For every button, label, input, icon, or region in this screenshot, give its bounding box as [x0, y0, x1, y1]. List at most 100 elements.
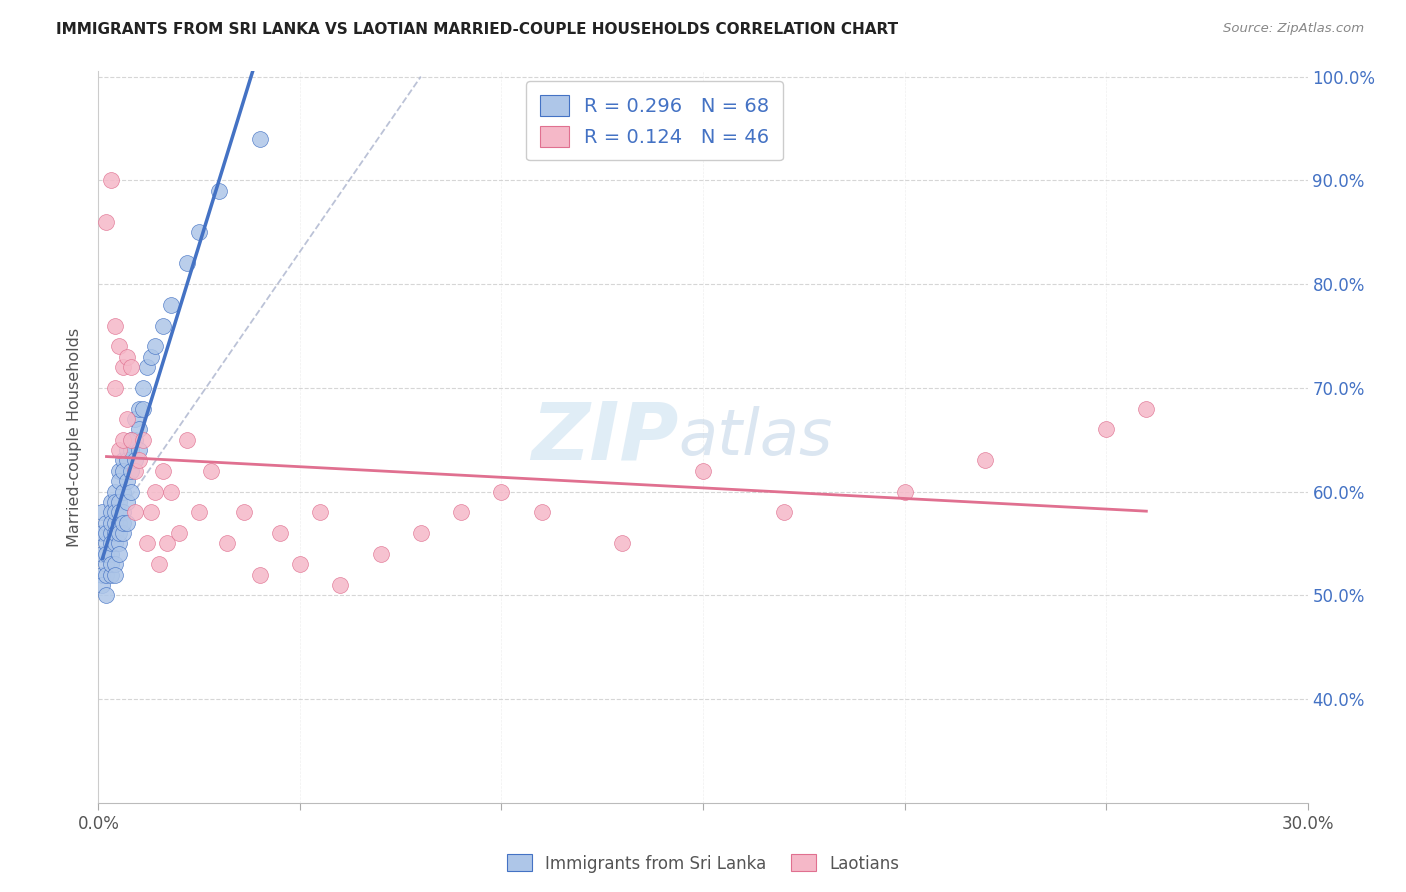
Point	[115, 516, 138, 530]
Point	[107, 339, 129, 353]
Point	[107, 464, 129, 478]
Point	[269, 526, 291, 541]
Point	[143, 484, 166, 499]
Point	[107, 536, 129, 550]
Point	[103, 381, 125, 395]
Point	[232, 505, 254, 519]
Point	[692, 464, 714, 478]
Point	[1095, 422, 1118, 436]
Point	[135, 536, 157, 550]
Point	[491, 484, 513, 499]
Point	[115, 474, 138, 488]
Text: ZIP: ZIP	[531, 398, 679, 476]
Point	[100, 505, 122, 519]
Point	[124, 453, 146, 467]
Point	[309, 505, 332, 519]
Point	[249, 567, 271, 582]
Point	[139, 350, 162, 364]
Point	[409, 526, 432, 541]
Point	[91, 526, 114, 541]
Point	[120, 464, 142, 478]
Point	[107, 495, 129, 509]
Point	[156, 536, 179, 550]
Point	[143, 339, 166, 353]
Point	[111, 526, 134, 541]
Point	[124, 505, 146, 519]
Point	[103, 526, 125, 541]
Point	[96, 516, 118, 530]
Point	[96, 526, 118, 541]
Point	[120, 443, 142, 458]
Point	[128, 453, 150, 467]
Point	[91, 547, 114, 561]
Point	[103, 516, 125, 530]
Point	[103, 318, 125, 333]
Point	[91, 505, 114, 519]
Point	[115, 350, 138, 364]
Point	[450, 505, 472, 519]
Y-axis label: Married-couple Households: Married-couple Households	[67, 327, 83, 547]
Point	[91, 567, 114, 582]
Point	[107, 526, 129, 541]
Point	[124, 412, 146, 426]
Point	[107, 443, 129, 458]
Point	[120, 433, 142, 447]
Point	[124, 464, 146, 478]
Point	[115, 443, 138, 458]
Point	[217, 536, 239, 550]
Point	[96, 588, 118, 602]
Point	[176, 256, 198, 270]
Point	[120, 433, 142, 447]
Point	[111, 359, 134, 374]
Point	[370, 547, 392, 561]
Point	[100, 495, 122, 509]
Point	[111, 516, 134, 530]
Point	[329, 578, 352, 592]
Point	[152, 464, 174, 478]
Point	[103, 567, 125, 582]
Point	[103, 536, 125, 550]
Legend: R = 0.296   N = 68, R = 0.124   N = 46: R = 0.296 N = 68, R = 0.124 N = 46	[526, 81, 783, 161]
Point	[167, 526, 190, 541]
Point	[893, 484, 915, 499]
Point	[160, 298, 183, 312]
Point	[100, 547, 122, 561]
Point	[148, 557, 170, 571]
Point	[100, 526, 122, 541]
Point	[111, 453, 134, 467]
Point	[96, 215, 118, 229]
Point	[111, 433, 134, 447]
Point	[96, 536, 118, 550]
Point	[91, 578, 114, 592]
Point	[100, 173, 122, 187]
Point	[128, 443, 150, 458]
Point	[1135, 401, 1157, 416]
Point	[96, 547, 118, 561]
Point	[111, 505, 134, 519]
Point	[120, 484, 142, 499]
Point	[188, 225, 211, 239]
Point	[974, 453, 997, 467]
Legend: Immigrants from Sri Lanka, Laotians: Immigrants from Sri Lanka, Laotians	[501, 847, 905, 880]
Point	[96, 557, 118, 571]
Point	[132, 401, 155, 416]
Point	[115, 453, 138, 467]
Point	[100, 567, 122, 582]
Point	[128, 422, 150, 436]
Point	[200, 464, 222, 478]
Point	[100, 516, 122, 530]
Point	[176, 433, 198, 447]
Point	[612, 536, 634, 550]
Point	[115, 495, 138, 509]
Point	[132, 433, 155, 447]
Point	[188, 505, 211, 519]
Point	[100, 536, 122, 550]
Point	[249, 132, 271, 146]
Point	[107, 505, 129, 519]
Point	[107, 474, 129, 488]
Point	[107, 516, 129, 530]
Text: IMMIGRANTS FROM SRI LANKA VS LAOTIAN MARRIED-COUPLE HOUSEHOLDS CORRELATION CHART: IMMIGRANTS FROM SRI LANKA VS LAOTIAN MAR…	[56, 22, 898, 37]
Point	[103, 495, 125, 509]
Point	[124, 433, 146, 447]
Point	[120, 359, 142, 374]
